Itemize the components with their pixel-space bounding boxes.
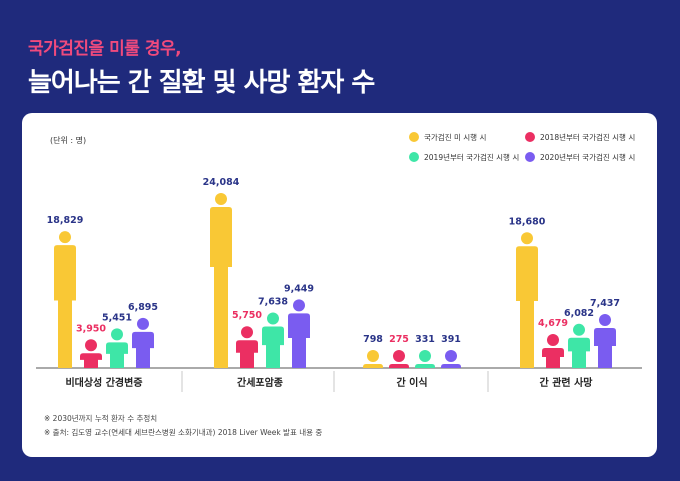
legend-marker — [525, 132, 535, 142]
chart-card: (단위 : 명) 국가검진 미 시행 시 2018년부터 국가검진 시행 시 2019… — [22, 113, 657, 457]
person-bar — [415, 364, 435, 368]
category-label: 간 이식 — [396, 376, 427, 389]
legend-label: 2018년부터 국가검진 시행 시 — [540, 132, 635, 142]
person-bar — [568, 337, 590, 368]
data-label: 4,679 — [538, 318, 568, 329]
person-head — [521, 232, 533, 245]
person-bar — [210, 207, 232, 368]
category-label: 간세포암종 — [237, 376, 283, 389]
legend-label: 2019년부터 국가검진 시행 시 — [424, 152, 519, 162]
data-label: 9,449 — [284, 283, 314, 294]
person-head — [241, 326, 253, 339]
person-head — [393, 350, 405, 362]
data-label: 18,829 — [47, 215, 84, 226]
subtitle: 국가검진을 미룰 경우, — [28, 39, 182, 59]
legend-label: 2020년부터 국가검진 시행 시 — [540, 152, 635, 162]
person-head — [267, 312, 279, 325]
legend-marker — [525, 152, 535, 162]
legend-marker — [409, 152, 419, 162]
data-label: 7,638 — [258, 297, 288, 308]
data-label: 18,680 — [509, 216, 546, 227]
unit-note: (단위 : 명) — [50, 135, 86, 145]
person-head — [293, 299, 305, 312]
person-head — [419, 350, 431, 362]
person-head — [445, 350, 457, 362]
person-head — [573, 323, 585, 336]
person-bar — [594, 327, 616, 368]
data-label: 391 — [441, 334, 461, 345]
data-label: 24,084 — [203, 177, 240, 188]
data-label: 5,750 — [232, 310, 262, 321]
data-label: 6,082 — [564, 308, 594, 319]
person-head — [85, 339, 97, 352]
category-label: 비대상성 간경변증 — [65, 376, 142, 389]
data-label: 5,451 — [102, 312, 132, 323]
person-head — [59, 231, 71, 244]
data-label: 6,895 — [128, 302, 158, 313]
data-label: 331 — [415, 334, 435, 345]
person-bar — [236, 340, 258, 368]
person-bar — [132, 331, 154, 368]
person-head — [599, 313, 611, 326]
page-title: 늘어나는 간 질환 및 사망 환자 수 — [28, 68, 375, 98]
person-bar — [80, 353, 102, 368]
person-head — [111, 328, 123, 341]
data-label: 275 — [389, 334, 409, 345]
data-label: 7,437 — [590, 298, 620, 309]
person-bar — [363, 364, 383, 368]
person-head — [547, 334, 559, 347]
person-bar — [389, 364, 409, 368]
legend-label: 국가검진 미 시행 시 — [424, 132, 486, 142]
person-bar — [542, 348, 564, 368]
person-bar — [262, 326, 284, 368]
data-label: 798 — [363, 334, 383, 345]
person-bar — [516, 246, 538, 368]
person-head — [215, 193, 227, 205]
data-label: 3,950 — [76, 323, 106, 334]
bar-chart: (단위 : 명) 국가검진 미 시행 시 2018년부터 국가검진 시행 시 2019… — [36, 132, 642, 437]
person-head — [367, 350, 379, 362]
person-bar — [106, 342, 128, 368]
footnote: ※ 2030년까지 누적 환자 수 추정치 — [44, 413, 157, 423]
person-bar — [54, 245, 76, 368]
legend-marker — [409, 132, 419, 142]
person-bar — [441, 364, 461, 368]
person-head — [137, 317, 149, 330]
footnote: ※ 출처: 김도영 교수(연세대 세브란스병원 소화기내과) 2018 Live… — [44, 427, 322, 437]
category-label: 간 관련 사망 — [540, 376, 594, 389]
person-bar — [288, 313, 310, 368]
